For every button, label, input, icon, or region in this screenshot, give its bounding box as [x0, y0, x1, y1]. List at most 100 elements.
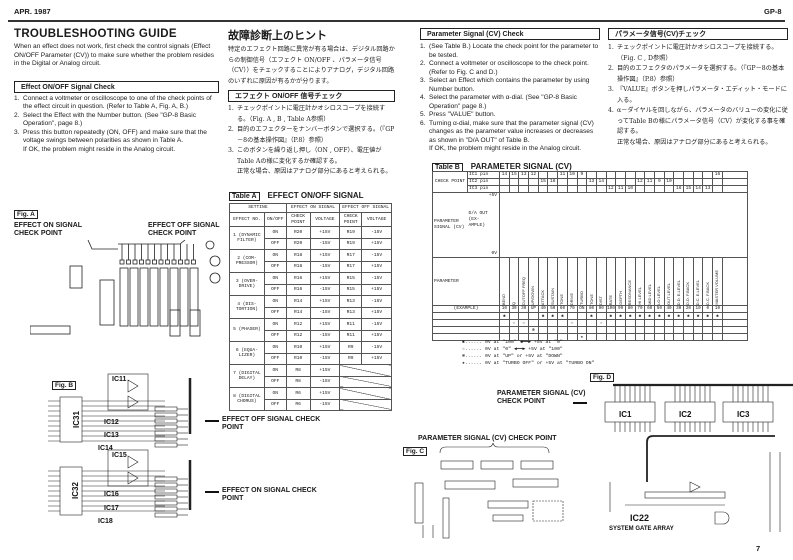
ic12-label: IC12 — [104, 419, 119, 426]
cv-note: If OK, the problem might reside in the A… — [429, 145, 582, 152]
table-a: SETTING EFFECT ON SIGNAL EFFECT OFF SIGNAL… — [229, 203, 392, 411]
table-a-group-header: SETTING EFFECT ON SIGNAL EFFECT OFF SIGNAL — [229, 203, 392, 213]
arrow-right-icon — [573, 402, 587, 404]
step-number: 3. — [608, 86, 614, 93]
fig-a-label: Fig. A — [14, 210, 38, 219]
da-out-label: D/A OUT (EX-AMPLE) — [468, 211, 488, 228]
cell: R6 — [285, 387, 311, 400]
cell: R17 — [339, 260, 363, 273]
cv-steps-list: 1. (See Table B.) Locate the check point … — [420, 43, 600, 145]
mark-row: ⊛ — [432, 326, 748, 334]
fig-c-label: Fig. C — [403, 447, 428, 456]
step-number: 1. — [14, 94, 20, 102]
cell: -15V — [309, 398, 341, 411]
header-cell: CHECK POINT — [339, 212, 363, 227]
system-gate-array-label: SYSTEM GATE ARRAY — [609, 526, 674, 532]
table-a-title: EFFECT ON/OFF SIGNAL — [267, 191, 364, 200]
step-text: このボタンを繰り返し押し（ON , OFF）、電圧値が Table Aの様に変化… — [237, 147, 382, 165]
ic-package — [119, 267, 129, 327]
fig-c-cv-cp: PARAMETER SIGNAL (CV) CHECK POINT — [418, 435, 557, 442]
table-row: 6 (EQUA-LIZER) ON R10 +15V R9 -15V — [229, 341, 392, 365]
da-out-cell: +5V D/A OUT (EX-AMPLE) 0V — [467, 192, 500, 258]
step-text: Connect a voltmeter or oscilloscope to o… — [23, 94, 212, 111]
step-text: 『VALUE』ボタンを押しパラメータ・エディット・モードに入る。 — [617, 86, 787, 104]
na-cell — [339, 375, 392, 388]
na-cell — [339, 364, 392, 377]
en-intro: TROUBLESHOOTING GUIDE When an effect doe… — [14, 28, 219, 154]
ic16-label: IC16 — [104, 491, 119, 498]
jp-cv-steps-list: 1. チェックポイントに電圧計かオシロスコープを接続する。（Fig. C , D参… — [608, 43, 788, 138]
fig-a-schematic — [30, 240, 221, 337]
cell: -15V — [309, 352, 341, 365]
cell: -15V — [361, 341, 392, 354]
cell: R10 — [285, 352, 311, 365]
step-number: 2. — [608, 65, 614, 72]
cell: -15V — [309, 237, 341, 250]
effect-name: 5 (PHASER) — [229, 318, 265, 342]
step-item: 1. チェックポイントに電圧計かオシロスコープを接続する。（Fig. C , D参… — [608, 43, 788, 64]
step-item: 4. α－ダイヤルを回しながら、パラメータのバリューの変化に従ってTable Bの… — [608, 106, 788, 138]
parameter-label: PARAMETER — [432, 257, 500, 306]
step-number: 2. — [14, 111, 20, 119]
step-number: 5. — [420, 111, 426, 118]
output-label-box — [154, 494, 178, 500]
table-row: 3 (OVER-DRIVE) ON R16 +15V R15 -15V — [229, 272, 392, 296]
section-heading: Effect ON/OFF Signal Check — [14, 80, 219, 93]
cell: OFF — [263, 306, 287, 319]
effect-name: 4 (DIS-TORTION) — [229, 295, 265, 319]
check-point-pad — [165, 259, 170, 265]
check-point-pad — [171, 259, 177, 265]
table-a-label: Table A — [229, 192, 260, 201]
jp-steps-list: 1. チェックポイントに電圧計かオシロスコープを接続する。（Fig. A , B … — [228, 104, 395, 167]
cell: +15V — [309, 364, 341, 377]
step-item: 2. Connect a voltmeter or oscilloscope to… — [420, 60, 600, 77]
cell: +15V — [309, 295, 341, 308]
step-text: 目的のエフェクターをナンバーボタンで選択する。（『GP－8の基本操作図』（P.8… — [237, 126, 395, 144]
cell: +15V — [361, 260, 392, 273]
legend-line: ⊛...... 0V at "UP" or +5V at "DOWN" — [462, 354, 563, 359]
issue-date: APR. 1987 — [14, 7, 51, 16]
table-b-caption: Table B PARAMETER SIGNAL (CV) — [432, 162, 572, 172]
cell: +15V — [309, 249, 341, 262]
effect-name: 2 (COM-PRESSOR) — [229, 249, 265, 273]
cell: OFF — [263, 398, 287, 411]
step-item: 4. Select the parameter with α-dial. (See… — [420, 94, 600, 111]
ic-package — [179, 267, 189, 327]
fig-b-schematic: IC31 IC32 IC11 IC12 IC13 IC14 IC15 IC16 … — [48, 373, 192, 525]
header-cell: CHECK POINT — [285, 212, 311, 227]
cell: R15 — [339, 272, 363, 285]
table-b-title: PARAMETER SIGNAL (CV) — [470, 162, 572, 171]
ic11-label: IC11 — [112, 376, 127, 383]
header-cell: VOLTAGE — [309, 212, 341, 227]
check-point-pad — [152, 259, 157, 265]
cell: R19 — [339, 226, 363, 239]
jp-cv-note: 正常な場合、原因はアナログ部分にあると考えられる。 — [617, 138, 772, 146]
ic3-label: IC3 — [737, 410, 750, 419]
cell: ON — [263, 341, 287, 354]
v-low-label: 0V — [491, 251, 497, 256]
page-title: TROUBLESHOOTING GUIDE — [14, 28, 177, 40]
step-item: 3. Press this button repeatedly (ON, OFF)… — [14, 129, 219, 146]
check-point-pad — [178, 259, 183, 265]
cell: ON — [263, 249, 287, 262]
cell: R18 — [285, 249, 311, 262]
blank-cell — [432, 333, 500, 341]
effect-name: 1 (DYNAMIC FILTER) — [229, 226, 265, 250]
step-text: (See Table B.) Locate the check point fo… — [429, 43, 599, 59]
ic17-label: IC17 — [104, 505, 119, 512]
cell: R16 — [285, 272, 311, 285]
ic31-label: IC31 — [72, 411, 81, 428]
na-cell — [339, 387, 392, 400]
output-label-box — [154, 506, 178, 512]
fig-d-label: Fig. D — [590, 373, 615, 382]
cell: +15V — [361, 237, 392, 250]
step-text: Select an Effect which contains the para… — [429, 77, 590, 93]
step-text: Connect a voltmeter or oscilloscope to t… — [429, 60, 589, 76]
step-number: 1. — [228, 105, 234, 112]
cell: -15V — [361, 226, 392, 239]
table-row: OFF R8 -15V — [230, 375, 392, 388]
cell: -15V — [309, 283, 341, 296]
cell: +15V — [309, 318, 341, 331]
jp-section-heading: エフェクト ON/OFF 信号チェック — [228, 90, 395, 102]
table-row: 2 (COM-PRESSOR) ON R18 +15V R17 -15V — [229, 249, 392, 273]
